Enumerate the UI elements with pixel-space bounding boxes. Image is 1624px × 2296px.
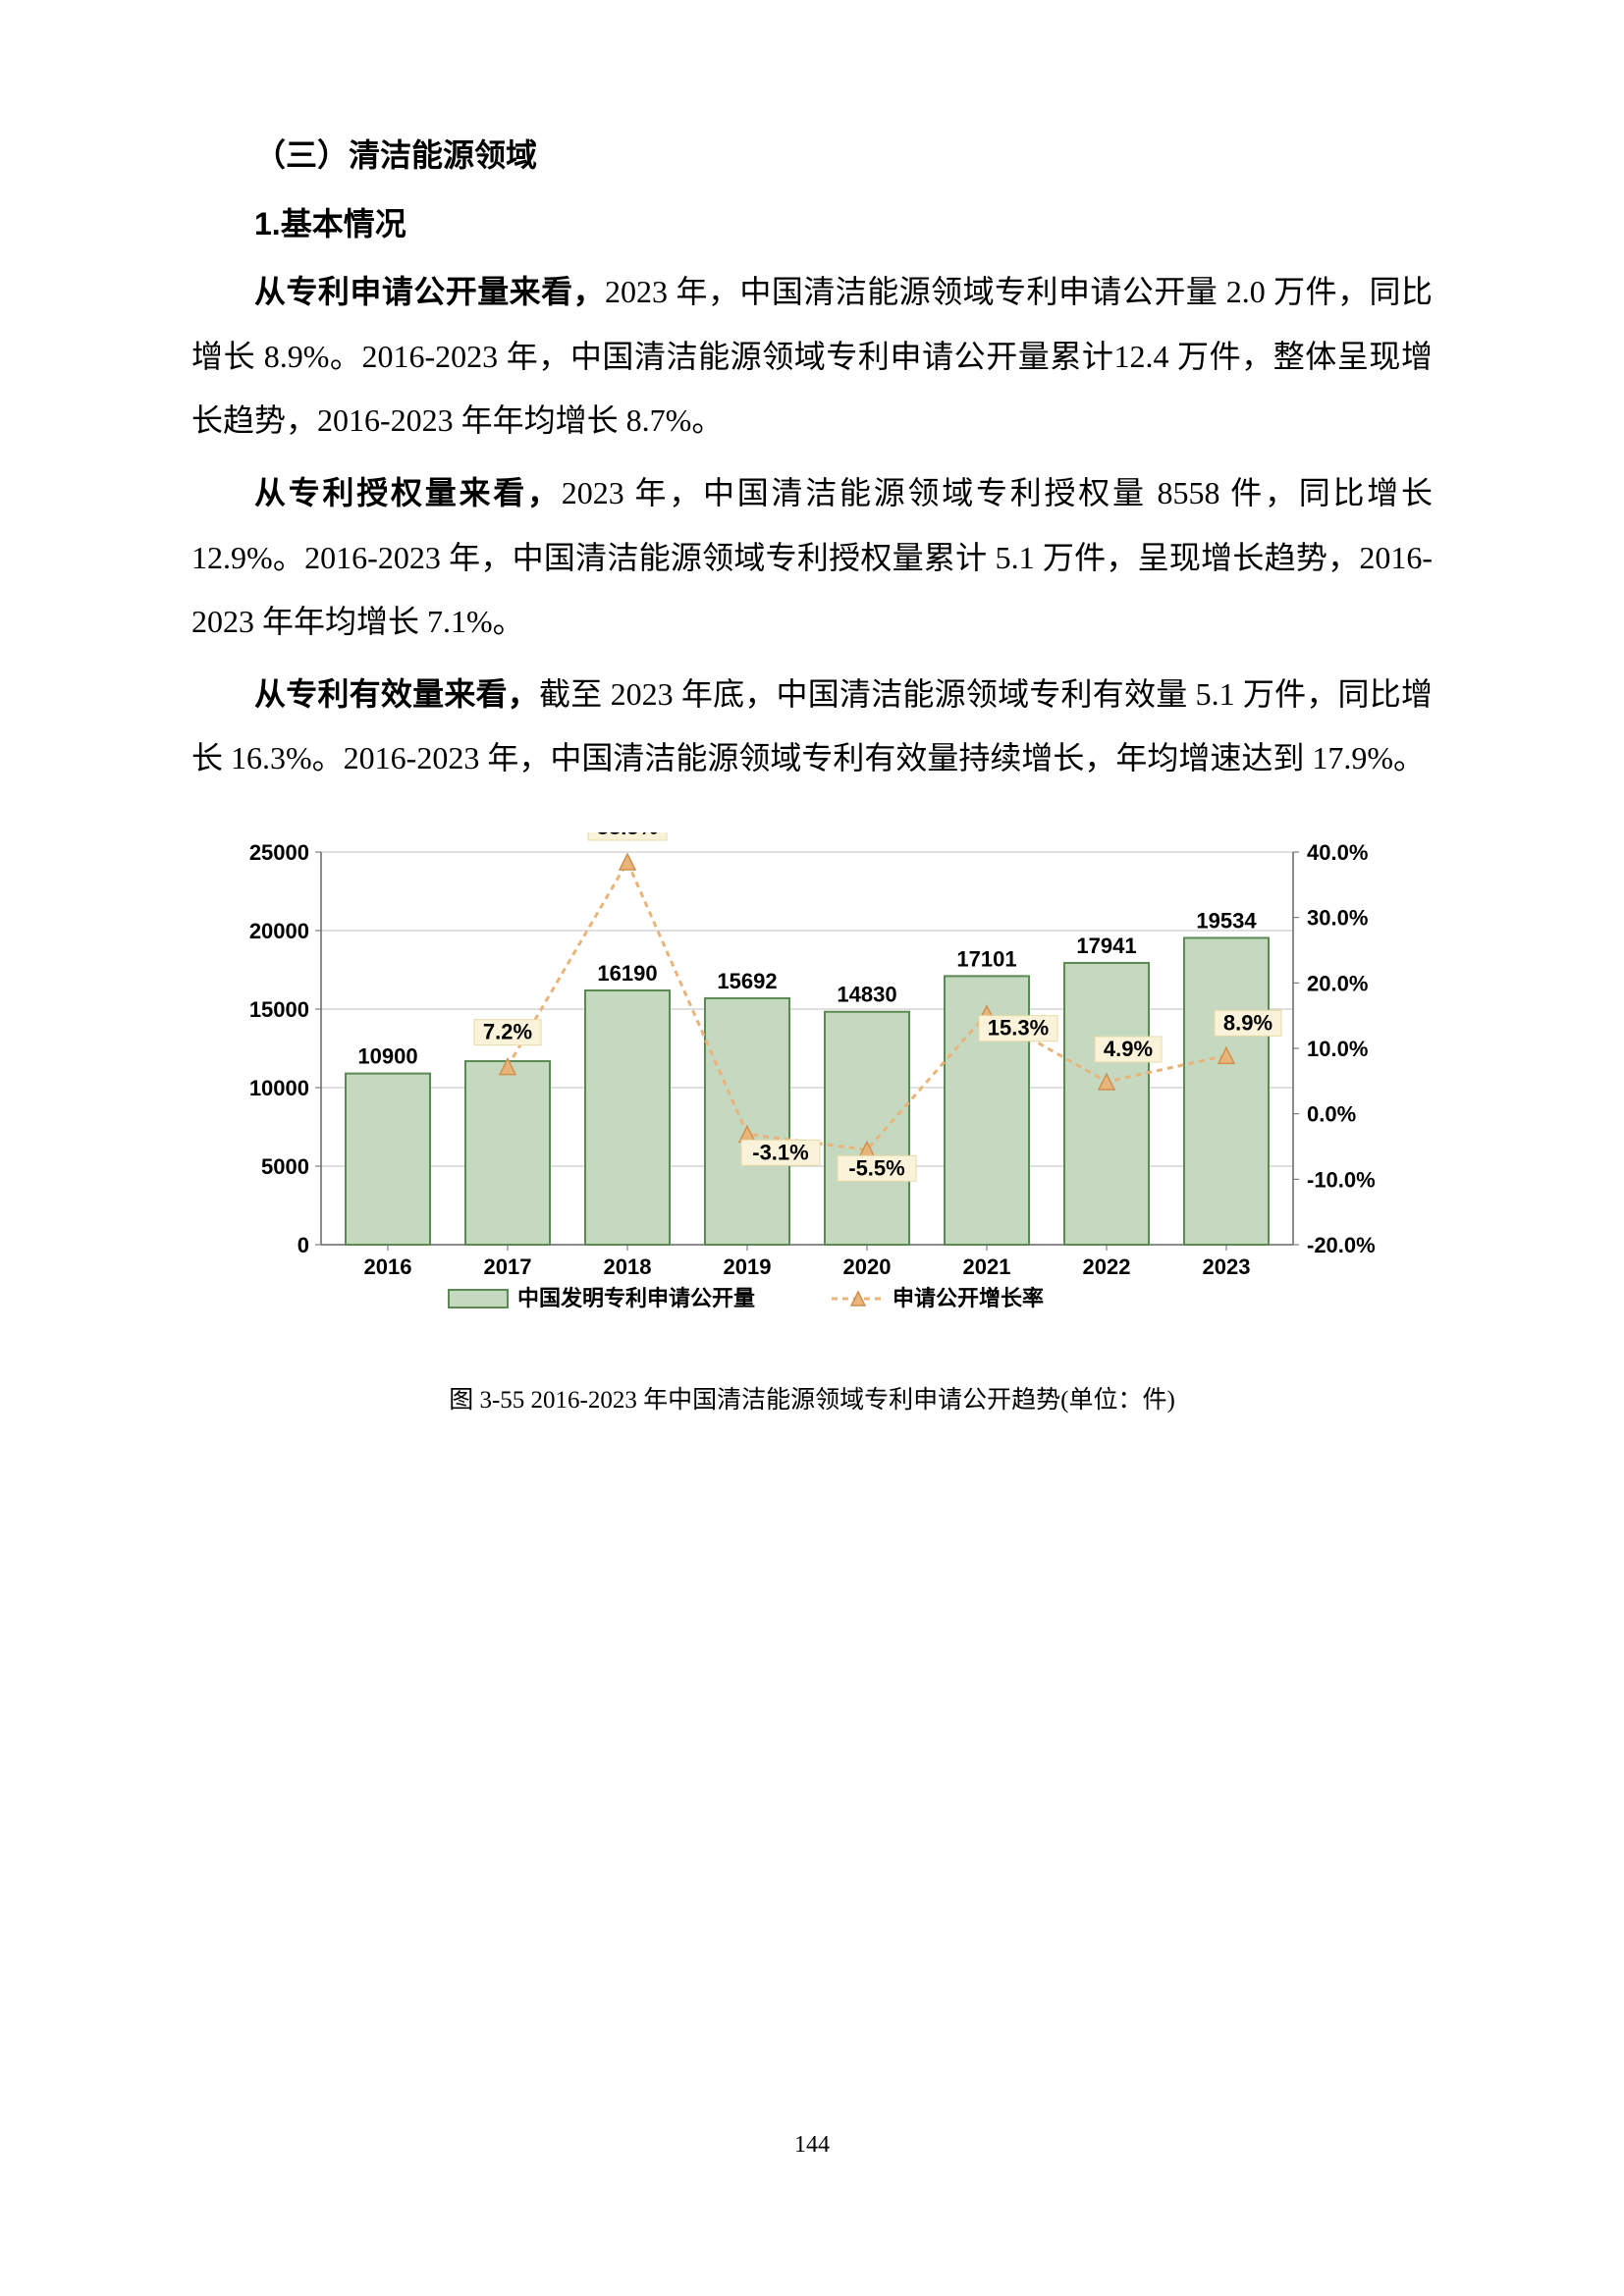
chart-container: 0 5000 10000 15000 20000 25000 -20.0% -10.0% 0.0… — [191, 832, 1433, 1415]
svg-text:25000: 25000 — [249, 840, 309, 865]
svg-text:16190: 16190 — [597, 961, 657, 986]
paragraph-1: 从专利申请公开量来看，2023 年，中国清洁能源领域专利申请公开量 2.0 万件… — [191, 260, 1433, 454]
p3-lead: 从专利有效量来看， — [254, 676, 539, 712]
patent-chart: 0 5000 10000 15000 20000 25000 -20.0% -10.0% 0.0… — [203, 832, 1421, 1353]
svg-text:中国发明专利申请公开量: 中国发明专利申请公开量 — [517, 1286, 755, 1310]
svg-text:8.9%: 8.9% — [1223, 1010, 1272, 1035]
paragraph-2: 从专利授权量来看，2023 年，中国清洁能源领域专利授权量 8558 件，同比增… — [191, 461, 1433, 655]
svg-text:15.3%: 15.3% — [988, 1016, 1049, 1041]
svg-text:5000: 5000 — [261, 1154, 309, 1179]
svg-text:17941: 17941 — [1076, 934, 1136, 958]
p1-lead: 从专利申请公开量来看， — [254, 274, 605, 309]
page-number: 144 — [0, 2132, 1624, 2159]
chart-caption: 图 3-55 2016-2023 年中国清洁能源领域专利申请公开趋势(单位：件) — [449, 1380, 1175, 1415]
svg-text:2022: 2022 — [1083, 1255, 1131, 1279]
svg-text:17101: 17101 — [956, 946, 1016, 971]
svg-text:2016: 2016 — [364, 1255, 412, 1279]
svg-text:7.2%: 7.2% — [483, 1020, 532, 1044]
svg-text:4.9%: 4.9% — [1104, 1037, 1153, 1061]
svg-text:19534: 19534 — [1196, 908, 1257, 933]
svg-text:2021: 2021 — [963, 1255, 1011, 1279]
svg-text:0: 0 — [298, 1233, 309, 1257]
svg-text:-5.5%: -5.5% — [848, 1155, 904, 1180]
svg-text:2017: 2017 — [484, 1255, 532, 1279]
svg-text:10000: 10000 — [249, 1076, 309, 1100]
svg-text:-3.1%: -3.1% — [752, 1140, 808, 1164]
svg-text:15000: 15000 — [249, 997, 309, 1022]
section-heading: （三）清洁能源领域 — [191, 128, 1433, 185]
svg-text:2023: 2023 — [1203, 1255, 1251, 1279]
svg-text:申请公开增长率: 申请公开增长率 — [893, 1286, 1044, 1310]
svg-text:2020: 2020 — [843, 1255, 892, 1279]
svg-text:-10.0%: -10.0% — [1307, 1167, 1376, 1192]
paragraph-3: 从专利有效量来看，截至 2023 年底，中国清洁能源领域专利有效量 5.1 万件… — [191, 663, 1433, 791]
svg-text:0.0%: 0.0% — [1307, 1102, 1356, 1127]
svg-text:40.0%: 40.0% — [1307, 840, 1368, 865]
svg-text:20.0%: 20.0% — [1307, 971, 1368, 995]
subsection-heading: 1.基本情况 — [191, 196, 1433, 253]
p2-lead: 从专利授权量来看， — [254, 475, 562, 510]
svg-text:10.0%: 10.0% — [1307, 1037, 1368, 1061]
svg-text:30.0%: 30.0% — [1307, 906, 1368, 931]
svg-text:15692: 15692 — [717, 969, 777, 993]
svg-text:38.5%: 38.5% — [597, 832, 658, 839]
svg-text:-20.0%: -20.0% — [1307, 1233, 1376, 1257]
svg-text:2018: 2018 — [604, 1255, 652, 1279]
svg-text:10900: 10900 — [357, 1044, 417, 1069]
svg-text:2019: 2019 — [724, 1255, 772, 1279]
svg-text:20000: 20000 — [249, 919, 309, 943]
svg-text:14830: 14830 — [837, 983, 896, 1007]
